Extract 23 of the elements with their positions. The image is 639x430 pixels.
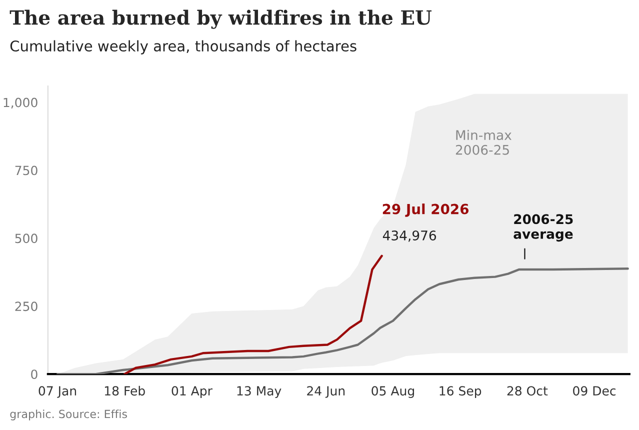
y-tick-label: 1,000 (4, 98, 38, 109)
y-tick-label: 750 (15, 166, 38, 176)
x-tick-label: 07 Jan (38, 386, 76, 398)
y-tick-label: 0 (31, 370, 38, 380)
annotation: 434,976 (382, 230, 436, 242)
annotation: Min-max 2006-25 (456, 130, 512, 155)
y-tick-label: 250 (15, 302, 38, 312)
chart-subtitle: Cumulative weekly area, thousands of hectares (10, 40, 356, 54)
x-tick-label: 01 Apr (172, 386, 212, 398)
x-tick-label: 16 Sep (440, 386, 482, 398)
text: graphic. Source: Effis (10, 410, 127, 420)
x-tick-label: 09 Dec (573, 386, 616, 396)
y-tick-label: 500 (15, 234, 38, 244)
x-tick-label: 24 Jun (307, 386, 345, 398)
annotation: 2006-25 average (514, 214, 573, 242)
line-series (56, 268, 629, 374)
annotation: 29 Jul 2026 (382, 204, 469, 217)
x-tick-label: 05 Aug (372, 386, 414, 398)
chart-title: The area burned by wildfires in the EU (10, 10, 432, 29)
line-series (123, 254, 383, 374)
x-tick-label: 28 Oct (507, 386, 548, 396)
x-tick-label: 18 Feb (104, 386, 145, 396)
x-tick-label: 13 May (237, 386, 282, 398)
